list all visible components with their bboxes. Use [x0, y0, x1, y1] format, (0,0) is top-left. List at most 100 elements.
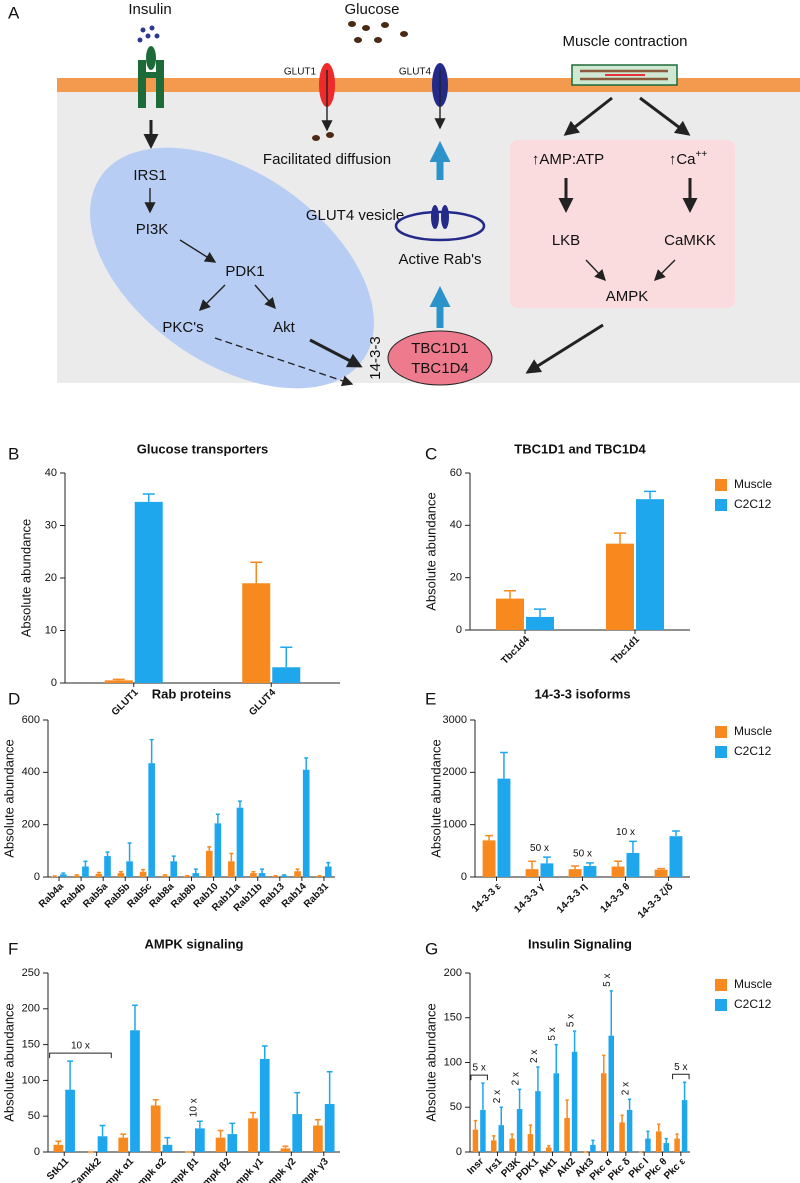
y-tick-label: 200	[444, 967, 462, 979]
panel-label: C	[425, 444, 437, 463]
bar	[663, 1143, 669, 1152]
x-tick-label: 14-3-3 ε	[470, 881, 504, 915]
bar	[626, 852, 640, 877]
error-bar	[646, 1130, 650, 1139]
x-tick-label: 14-3-3 η	[555, 881, 590, 916]
bar	[324, 1104, 335, 1152]
x-tick-label: GLUT4	[247, 687, 278, 718]
error-bar	[149, 738, 154, 764]
y-tick-label: 1000	[443, 819, 467, 831]
error-bar	[528, 1124, 533, 1135]
bar	[496, 598, 524, 630]
bar	[162, 1144, 173, 1152]
annotation: 5 x	[472, 1063, 485, 1074]
bar	[250, 873, 257, 877]
arrow	[254, 284, 276, 310]
bar	[280, 875, 288, 877]
error-bar	[282, 874, 287, 876]
error-bar	[229, 852, 234, 862]
error-bar	[141, 868, 146, 872]
error-bar	[602, 1054, 606, 1074]
x-tick-label: Ampk α2	[131, 1156, 169, 1183]
y-tick-label: 100	[444, 1056, 462, 1068]
error-bar	[629, 840, 637, 853]
label: Muscle contraction	[562, 33, 687, 50]
arrow	[199, 284, 226, 311]
y-tick-label: 200	[22, 819, 40, 831]
annotation: 5 x	[565, 1014, 576, 1027]
label: GLUT1	[284, 67, 317, 78]
bar	[215, 1137, 226, 1152]
y-tick-label: 0	[456, 1146, 462, 1158]
chart-title: Rab proteins	[152, 686, 231, 701]
bar	[324, 866, 332, 877]
y-tick-label: 60	[450, 467, 462, 479]
bar	[645, 1138, 651, 1152]
insulin-dots	[137, 25, 160, 43]
label: GLUT4	[399, 67, 432, 78]
bar	[272, 876, 279, 877]
error-bar	[547, 1144, 551, 1148]
bar	[117, 873, 125, 877]
annotation: 2 x	[620, 1082, 631, 1095]
bar	[73, 875, 81, 877]
x-tick-label: Akt1	[536, 1156, 559, 1179]
x-tick-label: Stk11	[45, 1156, 72, 1183]
label: LKB	[552, 232, 580, 249]
bar	[150, 1105, 161, 1152]
arrow	[639, 96, 691, 136]
bar	[130, 1030, 140, 1152]
bar	[626, 1109, 633, 1152]
y-tick-label: 150	[444, 1012, 462, 1024]
bar	[82, 866, 89, 877]
muscle-icon	[571, 64, 678, 86]
y-axis-label: Absolute abundance	[18, 519, 33, 638]
y-tick-label: 20	[450, 572, 462, 584]
error-bar	[196, 1120, 203, 1129]
insulin-pathway	[90, 147, 374, 389]
bar	[97, 1136, 108, 1152]
error-bar	[280, 646, 293, 668]
y-tick-label: 0	[34, 1146, 40, 1158]
bar	[619, 1122, 625, 1152]
x-tick-label: Ampk α1	[98, 1156, 136, 1183]
y-tick-label: 10	[45, 624, 57, 636]
error-bar	[251, 871, 256, 874]
error-bar	[99, 1124, 106, 1137]
x-tick-label: Ampk γ1	[229, 1156, 267, 1183]
y-axis-label: Absolute abundance	[428, 739, 443, 858]
y-tick-label: 30	[45, 519, 57, 531]
label: AMPK	[606, 288, 649, 305]
error-bar	[528, 860, 536, 870]
error-bar	[55, 1140, 62, 1145]
error-bar	[571, 865, 579, 870]
bar	[606, 543, 634, 630]
bar	[497, 778, 511, 877]
insulin-receptor	[138, 46, 164, 108]
error-bar	[492, 1135, 496, 1141]
bar	[654, 869, 668, 877]
legend-swatch	[715, 726, 727, 738]
error-bar	[682, 1081, 687, 1101]
bar	[65, 1089, 75, 1152]
error-bar	[481, 1082, 485, 1110]
bar	[516, 1109, 523, 1152]
panel-label: F	[8, 939, 18, 958]
bar	[60, 874, 67, 877]
legend-label: C2C12	[734, 497, 772, 511]
y-tick-label: 2000	[443, 766, 467, 778]
bar	[601, 1073, 607, 1152]
error-bar	[614, 860, 622, 867]
label: CaMKK	[664, 232, 716, 249]
label: ↑AMP:ATP	[532, 151, 604, 168]
annotation: 50 x	[573, 849, 592, 860]
label: Facilitated diffusion	[263, 151, 391, 168]
panel-label: D	[8, 689, 20, 708]
y-tick-label: 600	[22, 714, 40, 726]
error-bar	[586, 862, 594, 867]
error-bar	[260, 868, 265, 874]
arrow	[654, 259, 676, 281]
label: IRS1	[133, 167, 166, 184]
arrow	[214, 337, 354, 387]
error-bar	[112, 678, 125, 681]
